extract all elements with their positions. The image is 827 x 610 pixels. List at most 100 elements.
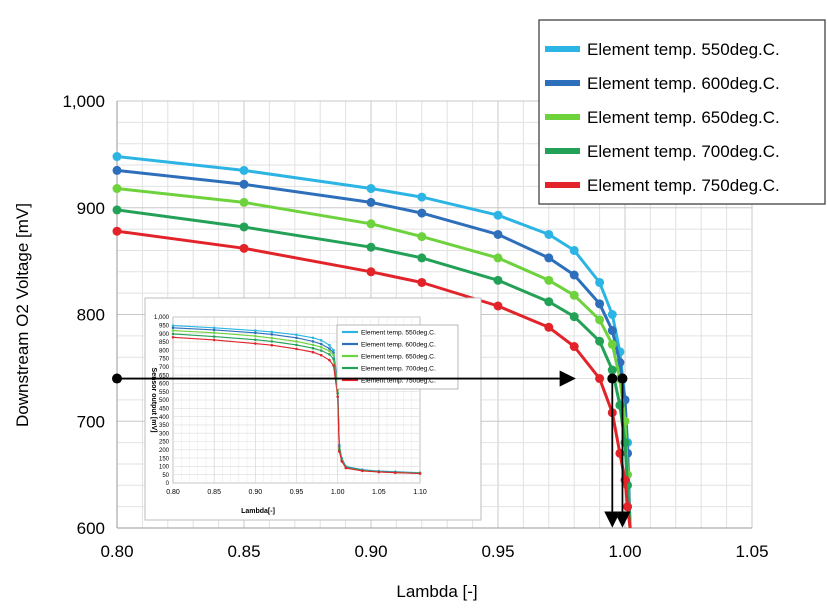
inset-y-tick-label: 450 [159, 407, 170, 413]
main-series-point [544, 253, 554, 263]
inset-y-tick-label: 550 [159, 390, 170, 396]
inset-y-tick-label: 700 [159, 365, 170, 371]
inset-x-tick-label: 0.95 [290, 489, 304, 496]
main-series-point [112, 152, 122, 162]
inset-series-point [328, 358, 331, 362]
inset-x-tick-label: 0.85 [207, 489, 221, 496]
main-series-point [417, 208, 427, 218]
inset-series-point [311, 346, 315, 350]
main-legend-box [538, 19, 826, 205]
main-x-tick-labels: 0.80 0.85 0.90 0.95 1.00 1.05 [100, 542, 768, 561]
main-series-point [493, 229, 503, 239]
main-y-tick-labels: 600 700 800 900 1,000 [62, 92, 105, 538]
inset-x-tick-label: 1.10 [413, 489, 427, 496]
inset-x-tick-label: 0.80 [166, 489, 180, 496]
main-series-point [493, 301, 503, 311]
main-series-point [239, 222, 249, 232]
inset-series-point [254, 338, 257, 342]
inset-series-point [171, 324, 175, 327]
main-y-tick-label: 800 [77, 306, 105, 325]
inset-series-point [319, 342, 323, 346]
inset-series-point [295, 343, 298, 347]
inset-y-tick-label: 650 [159, 373, 170, 379]
inset-series-point [340, 460, 344, 463]
inset-series-point [328, 353, 331, 356]
inset-series-point [336, 395, 339, 398]
inset-y-tick-label: 600 [159, 382, 170, 388]
main-series-point [607, 310, 617, 319]
inset-series-point [171, 329, 175, 332]
main-series-point [417, 232, 427, 242]
inset-x-tick-label: 0.90 [249, 489, 263, 496]
inset-y-axis-label: Sensor output [mV] [150, 368, 157, 433]
main-series [112, 152, 633, 529]
inset-series-point [319, 353, 323, 357]
main-legend-label: Element temp. 750deg.C. [587, 176, 780, 195]
main-series-point [623, 502, 633, 512]
inset-series-point [377, 470, 381, 474]
main-series-point [112, 184, 122, 194]
inset-series-point [332, 364, 335, 367]
inset-y-tick-label: 750 [159, 357, 170, 363]
main-series-point [595, 374, 605, 384]
main-x-tick-label: 0.80 [100, 542, 133, 561]
main-series-point [607, 365, 617, 375]
main-legend-label: Element temp. 700deg.C. [587, 142, 780, 161]
inset-series-point [254, 334, 257, 338]
inset-series-point [171, 335, 175, 339]
main-series-point [239, 165, 249, 175]
inset-series-point [311, 336, 315, 340]
inset-series-point [212, 326, 216, 330]
main-series-point [569, 342, 579, 352]
inset-legend-label: Element temp. 700deg.C. [361, 365, 436, 372]
main-y-axis-label: Downstream O2 Voltage [mV] [13, 203, 32, 427]
inset-series-point [270, 330, 274, 334]
main-series-point [493, 253, 503, 263]
inset-legend-label: Element temp. 550deg.C. [361, 329, 436, 336]
main-x-tick-label: 0.90 [354, 542, 387, 561]
inset-series-point [171, 332, 175, 336]
inset-series-point [295, 336, 298, 340]
main-series-point [569, 290, 579, 300]
main-legend-label: Element temp. 600deg.C. [587, 74, 780, 93]
main-x-axis-label: Lambda [-] [396, 582, 477, 601]
main-series-point [366, 267, 376, 277]
main-y-tick-label: 900 [77, 199, 105, 218]
annotation-dot [112, 373, 122, 384]
inset-series-point [328, 347, 331, 350]
main-series-point [595, 315, 605, 325]
main-series-point [417, 253, 427, 263]
main-series-point [239, 179, 249, 189]
main-series-point [239, 197, 249, 207]
inset-y-tick-labels: 0 50 100 150 200 250 300 350 400 450 500 550 600 650 7… [154, 315, 170, 487]
inset-y-tick-label: 500 [159, 398, 170, 404]
inset-series-point [212, 335, 216, 338]
inset-series-point [295, 333, 298, 337]
inset-series-point [319, 338, 323, 342]
main-series-point [544, 229, 554, 239]
inset-y-tick-label: 300 [159, 431, 170, 437]
main-series-point [493, 210, 503, 220]
inset-series-point [344, 466, 348, 470]
main-series-point [366, 197, 376, 207]
inset-y-tick-label: 400 [159, 415, 170, 421]
inset-series-point [212, 338, 216, 342]
inset-series-point [270, 336, 274, 340]
inset-y-tick-label: 800 [159, 348, 170, 354]
inset-series-point [295, 340, 298, 343]
inset-series-point [212, 331, 216, 335]
inset-series-point [254, 329, 257, 332]
main-series-point [493, 275, 503, 285]
inset-series-point [394, 471, 397, 475]
inset-series-point [328, 349, 331, 353]
inset-series-point [270, 343, 274, 347]
inset-x-axis-label: Lambda[-] [241, 508, 275, 515]
main-series-point [569, 270, 579, 280]
inset-series-point [311, 343, 315, 347]
main-y-tick-label: 1,000 [62, 92, 105, 111]
main-legend-label: Element temp. 650deg.C. [587, 108, 780, 127]
main-x-tick-label: 1.05 [735, 542, 768, 561]
inset-y-tick-label: 900 [159, 332, 170, 338]
inset-series-point [270, 333, 274, 336]
inset-y-tick-label: 850 [159, 340, 170, 346]
